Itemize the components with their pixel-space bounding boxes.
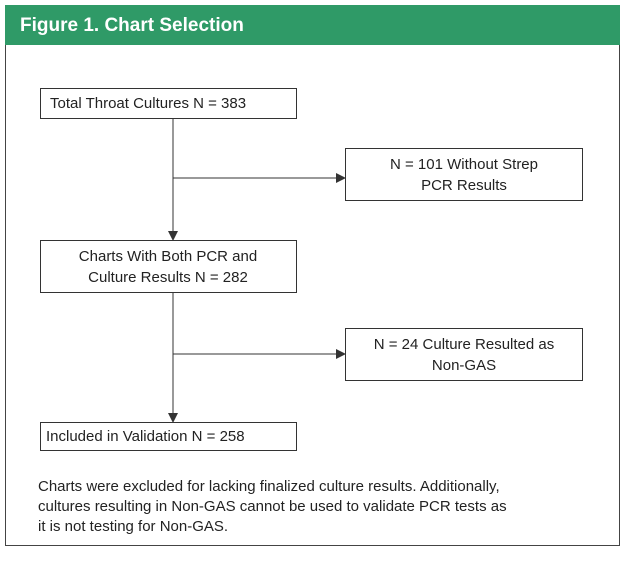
header-bar xyxy=(5,5,620,45)
note-text: it is not testing for Non-GAS. xyxy=(38,518,228,535)
node-text: Culture Results N = 282 xyxy=(88,269,248,286)
node-box xyxy=(40,88,297,119)
node-box xyxy=(40,240,297,293)
header-title: Figure 1. Chart Selection xyxy=(20,15,244,36)
node-text: N = 101 Without Strep xyxy=(390,156,538,173)
note-text: Charts were excluded for lacking finaliz… xyxy=(38,478,500,495)
node-text: Included in Validation N = 258 xyxy=(46,428,245,445)
node-box xyxy=(345,328,583,381)
node-box xyxy=(40,422,297,451)
node-text: N = 24 Culture Resulted as xyxy=(374,336,555,353)
node-text: PCR Results xyxy=(421,177,507,194)
note-text: cultures resulting in Non-GAS cannot be … xyxy=(38,498,507,515)
node-box xyxy=(345,148,583,201)
node-text: Total Throat Cultures N = 383 xyxy=(50,95,246,112)
node-text: Charts With Both PCR and xyxy=(79,248,257,265)
node-text: Non-GAS xyxy=(432,357,496,374)
